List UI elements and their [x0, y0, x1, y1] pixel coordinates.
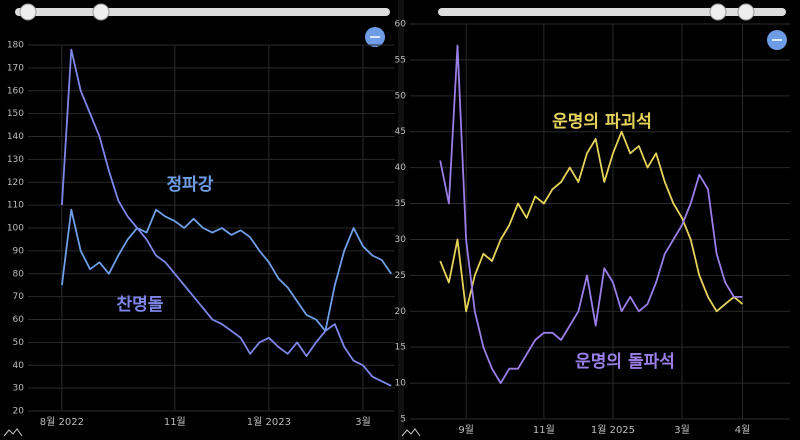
slider-handle[interactable] — [92, 3, 110, 21]
y-tick-label: 20 — [13, 407, 25, 417]
y-tick-label: 25 — [395, 271, 406, 281]
y-tick-label: 55 — [395, 55, 406, 65]
y-tick-label: 90 — [13, 246, 25, 256]
y-tick-label: 10 — [395, 379, 407, 389]
x-tick-label: 4월 — [735, 424, 751, 436]
series-label: 정파강 — [167, 175, 214, 195]
y-tick-label: 15 — [395, 343, 406, 353]
y-tick-label: 160 — [7, 86, 24, 96]
y-tick-label: 50 — [395, 91, 407, 101]
y-tick-label: 40 — [395, 163, 407, 173]
x-tick-label: 8월 2022 — [40, 416, 84, 428]
zoom-icon[interactable] — [3, 428, 23, 437]
x-tick-label: 9월 — [458, 424, 474, 436]
y-tick-label: 60 — [395, 20, 407, 30]
y-tick-label: 5 — [400, 415, 406, 425]
x-tick-label: 1월 2025 — [591, 424, 635, 436]
x-tick-label: 3월 — [674, 424, 690, 436]
x-tick-label: 1월 2023 — [247, 416, 291, 428]
y-tick-label: 35 — [395, 199, 406, 209]
y-tick-label: 120 — [7, 178, 24, 188]
zoom-icon[interactable] — [401, 428, 421, 437]
y-tick-label: 80 — [13, 269, 25, 279]
x-tick-label: 3월 — [355, 416, 371, 428]
y-tick-label: 180 — [7, 41, 24, 51]
slider-handle[interactable] — [737, 3, 755, 21]
y-tick-label: 100 — [7, 224, 24, 234]
y-tick-label: 30 — [395, 235, 407, 245]
series-line — [439, 130, 744, 313]
y-tick-label: 110 — [7, 201, 24, 211]
divider — [398, 0, 404, 440]
y-tick-label: 30 — [13, 384, 25, 394]
y-tick-label: 60 — [13, 315, 25, 325]
range-slider[interactable] — [438, 8, 786, 16]
y-tick-label: 140 — [7, 132, 24, 142]
y-tick-label: 45 — [395, 127, 406, 137]
x-tick-label: 11월 — [533, 424, 555, 436]
series-label: 운명의 돌파석 — [575, 352, 675, 372]
y-tick-label: 130 — [7, 155, 24, 165]
series-line — [439, 44, 743, 384]
series-line — [61, 48, 392, 387]
slider-handle[interactable] — [19, 3, 37, 21]
series-label: 운명의 파괴석 — [552, 112, 652, 132]
x-tick-label: 11월 — [164, 416, 186, 428]
y-tick-label: 70 — [13, 292, 25, 302]
series-label: 찬명돌 — [117, 295, 164, 315]
y-tick-label: 170 — [7, 63, 24, 73]
y-tick-label: 20 — [395, 307, 407, 317]
y-tick-label: 50 — [13, 338, 25, 348]
slider-handle[interactable] — [709, 3, 727, 21]
y-tick-label: 40 — [13, 361, 25, 371]
y-tick-label: 150 — [7, 109, 24, 119]
series-line — [61, 208, 392, 332]
range-slider[interactable] — [15, 8, 390, 16]
